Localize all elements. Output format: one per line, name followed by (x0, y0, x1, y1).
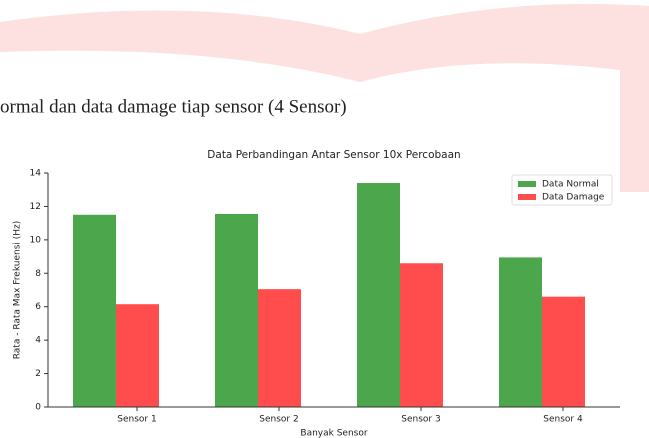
chart-title: Data Perbandingan Antar Sensor 10x Perco… (207, 149, 460, 161)
bar (357, 183, 400, 407)
legend-swatch (518, 181, 536, 187)
legend-label: Data Normal (542, 180, 599, 190)
bar (499, 257, 542, 407)
y-tick-label: 12 (30, 202, 41, 212)
page: ormal dan data damage tiap sensor (4 Sen… (0, 0, 649, 438)
y-tick-label: 6 (35, 302, 41, 312)
y-tick-label: 10 (30, 235, 42, 245)
x-axis-label: Banyak Sensor (300, 429, 367, 438)
bar (542, 297, 585, 407)
legend-label: Data Damage (542, 193, 605, 203)
x-tick-label: Sensor 2 (259, 415, 298, 425)
x-tick-label: Sensor 4 (543, 415, 583, 425)
bar (400, 263, 443, 407)
bar (116, 304, 159, 407)
bar (215, 214, 258, 407)
legend-swatch (518, 194, 536, 200)
y-tick-label: 0 (35, 403, 41, 413)
bar (73, 215, 116, 407)
x-tick-label: Sensor 3 (401, 415, 440, 425)
x-tick-label: Sensor 1 (117, 415, 156, 425)
y-tick-label: 14 (30, 169, 42, 179)
bar (258, 289, 301, 407)
y-axis-label: Rata - Rata Max Frekuensi (Hz) (13, 221, 23, 360)
y-tick-label: 4 (35, 336, 41, 346)
y-tick-label: 8 (35, 269, 41, 279)
y-tick-label: 2 (35, 369, 41, 379)
slide: ormal dan data damage tiap sensor (4 Sen… (0, 0, 649, 438)
heading: ormal dan data damage tiap sensor (4 Sen… (0, 96, 347, 117)
